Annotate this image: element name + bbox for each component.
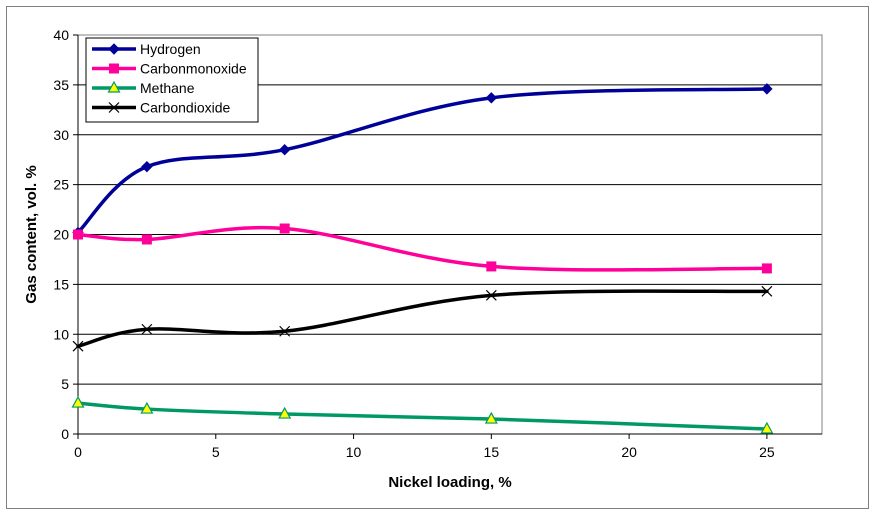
legend-label: Methane: [140, 80, 195, 96]
legend-item-methane: Methane: [92, 80, 195, 96]
legend-item-carbonmonoxide: Carbonmonoxide: [92, 61, 247, 77]
point-carbondioxide: [485, 289, 497, 301]
point-hydrogen: [485, 92, 498, 104]
y-tick-label: 15: [53, 276, 69, 292]
legend-marker: [107, 80, 121, 93]
marker-stroke: [108, 102, 120, 113]
point-hydrogen: [141, 160, 153, 173]
y-tick-label: 5: [61, 376, 69, 392]
point-methane: [278, 406, 292, 419]
legend-label: Carbonmonoxide: [140, 61, 247, 77]
point-carbonmonoxide: [486, 261, 497, 272]
legend: Hydrogen Carbonmonoxide Methane Carbondioxi…: [85, 37, 259, 123]
legend-item-hydrogen: Hydrogen: [92, 41, 201, 57]
legend-label: Carbondioxide: [140, 100, 230, 116]
series-line-hydrogen: [76, 87, 769, 235]
x-tick-label: 15: [484, 444, 500, 460]
y-tick-label: 25: [53, 177, 69, 193]
y-tick-label: 20: [53, 227, 69, 243]
point-methane: [140, 401, 154, 414]
legend-marker: [108, 102, 120, 113]
y-tick-label: 30: [53, 127, 69, 143]
marker-stroke: [141, 323, 153, 335]
series-line-methane: [76, 401, 769, 431]
y-axis-title: Gas content, vol. %: [23, 165, 40, 303]
x-tick-label: 20: [621, 444, 637, 460]
y-tick-label: 40: [53, 27, 69, 43]
marker-stroke: [485, 289, 497, 301]
legend-item-carbondioxide: Carbondioxide: [92, 100, 230, 116]
point-carbondioxide: [141, 323, 153, 335]
y-tick-label: 10: [53, 326, 69, 342]
markers: [71, 83, 774, 434]
point-methane: [71, 395, 85, 408]
marker-stroke: [761, 285, 773, 297]
grid: [78, 84, 822, 385]
point-hydrogen: [761, 83, 773, 95]
point-carbondioxide: [72, 340, 84, 352]
marker-stroke: [279, 325, 291, 337]
point-carbonmonoxide: [73, 229, 83, 240]
point-carbonmonoxide: [141, 234, 152, 245]
x-tick-label: 5: [212, 444, 220, 460]
legend-label: Hydrogen: [140, 41, 201, 57]
point-carbonmonoxide: [761, 263, 772, 274]
marker-stroke: [72, 340, 84, 352]
axes: 0 5 10 15 20 25 30 35 40 0 5 10 15 20 25: [53, 27, 822, 460]
x-tick-label: 25: [759, 444, 775, 460]
series-line-carbondioxide: [76, 289, 769, 348]
legend-marker: [108, 43, 120, 55]
x-tick-label: 0: [74, 444, 82, 460]
x-tick-label: 10: [346, 444, 362, 460]
y-tick-label: 0: [61, 426, 69, 442]
series-line-carbonmonoxide: [76, 225, 769, 272]
point-carbonmonoxide: [279, 223, 290, 234]
series-lines: [76, 87, 769, 431]
point-methane: [760, 421, 774, 434]
x-axis-title: Nickel loading, %: [388, 474, 511, 491]
point-methane: [484, 411, 498, 424]
legend-marker: [109, 63, 119, 74]
point-hydrogen: [278, 144, 291, 156]
point-carbondioxide: [279, 325, 291, 337]
y-tick-label: 35: [53, 77, 69, 93]
point-carbondioxide: [761, 285, 773, 297]
